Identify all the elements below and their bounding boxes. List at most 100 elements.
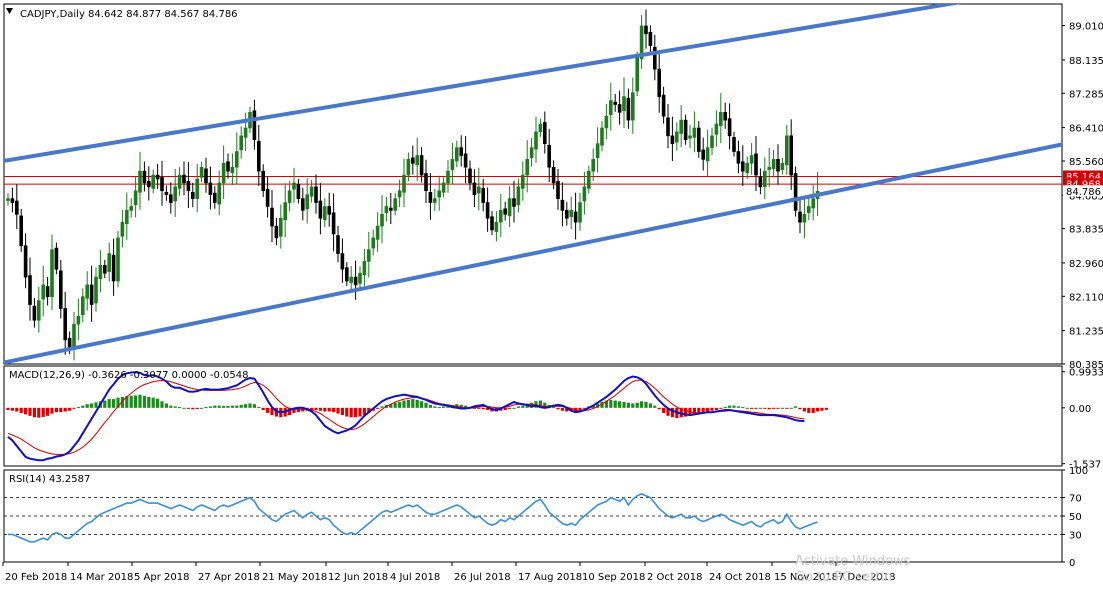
rsi-line (8, 493, 818, 543)
macd-histogram-bar (543, 402, 547, 408)
macd-histogram-bar (763, 407, 767, 409)
macd-histogram-bar (120, 396, 124, 408)
candle-body (186, 181, 191, 192)
candle-body (635, 57, 640, 92)
lower-channel-trendline (4, 142, 1062, 364)
candle-body (107, 253, 111, 272)
macd-histogram-bar (640, 401, 644, 408)
macd-histogram-bar (512, 407, 516, 409)
x-tick-label: 10 Sep 2018 (582, 572, 645, 583)
macd-histogram-bar (701, 407, 705, 413)
candle-body (622, 96, 626, 112)
candle-body (221, 163, 226, 184)
candle (125, 192, 129, 240)
candle (129, 198, 133, 218)
macd-histogram-bar (178, 407, 182, 409)
candle (265, 176, 270, 218)
candle (727, 103, 732, 150)
candle (89, 265, 94, 322)
collapse-triangle-icon[interactable] (6, 8, 13, 14)
candle (432, 189, 437, 212)
candle (705, 129, 710, 178)
candle-body (604, 115, 609, 129)
candle-body (714, 123, 719, 135)
candle-body (749, 155, 754, 164)
candle-body (173, 186, 177, 202)
macd-histogram-bar (81, 405, 85, 408)
macd-histogram-bar (182, 407, 186, 409)
price-tick-label: 86.410 (1069, 124, 1103, 135)
candle (362, 249, 367, 286)
candle-body (89, 284, 94, 305)
level-label-box-2 (1063, 178, 1103, 190)
candle (666, 104, 670, 149)
candle (314, 174, 318, 214)
candle-body (380, 214, 384, 227)
macd-histogram-bar (85, 404, 89, 408)
candle (591, 148, 596, 182)
candle (296, 178, 301, 204)
candle (674, 122, 679, 151)
candle-body (340, 253, 345, 270)
candle-body (300, 198, 305, 211)
rsi-tick-label: 70 (1069, 494, 1082, 505)
candle-body (556, 181, 560, 199)
candle (512, 180, 516, 223)
candle (789, 119, 794, 190)
candle-body (402, 174, 406, 193)
macd-histogram-bar (736, 406, 740, 408)
price-tick-label: 89.010 (1069, 22, 1103, 33)
candle-body (45, 286, 50, 298)
macd-histogram-bar (362, 407, 366, 416)
candle-body (754, 153, 758, 176)
macd-histogram-bar (376, 407, 380, 409)
macd-histogram-bar (332, 407, 336, 413)
candle-body (19, 215, 24, 247)
candle-body (441, 182, 446, 193)
macd-histogram-bar (706, 407, 710, 412)
candle-body (542, 122, 547, 144)
candle-body (296, 184, 301, 199)
macd-histogram-bar (745, 407, 749, 409)
macd-histogram-bar (160, 401, 164, 408)
candle (230, 153, 235, 186)
candle-body (723, 111, 728, 121)
candle (380, 195, 384, 244)
candle (578, 192, 582, 231)
candle (771, 149, 776, 178)
x-tick-label: 21 May 2018 (262, 572, 327, 583)
rsi-tick-label: 50 (1069, 512, 1082, 523)
macd-histogram-bar (802, 407, 806, 412)
candle (604, 103, 609, 140)
macd-header: MACD(12,26,9) -0.3626 -0.3077 0.0000 -0.… (9, 370, 248, 381)
macd-histogram-bar (767, 407, 771, 410)
candle-body (798, 211, 802, 223)
candle-body (573, 211, 578, 223)
macd-histogram-bar (195, 407, 199, 409)
candle-body (41, 284, 46, 300)
candle-body (639, 25, 644, 60)
macd-histogram-bar (340, 407, 344, 416)
price-tick-label: 81.235 (1069, 327, 1103, 338)
candle-body (657, 68, 662, 97)
macd-histogram-bar (635, 402, 639, 408)
candle (10, 187, 15, 213)
macd-histogram-bar (816, 407, 820, 412)
macd-histogram-bar (477, 407, 481, 409)
candle (419, 147, 424, 183)
candle (534, 116, 538, 163)
x-tick-label: 15 Nov 2018 (774, 572, 838, 583)
candle-body (120, 221, 125, 237)
candle-body (177, 174, 182, 189)
candle-body (564, 210, 569, 219)
candle (802, 196, 807, 239)
candle (485, 187, 490, 232)
candle-body (278, 217, 283, 237)
candle-body (472, 182, 477, 195)
candle-body (459, 147, 464, 156)
candle-body (591, 159, 596, 172)
candle (147, 166, 151, 201)
candle (463, 136, 468, 184)
